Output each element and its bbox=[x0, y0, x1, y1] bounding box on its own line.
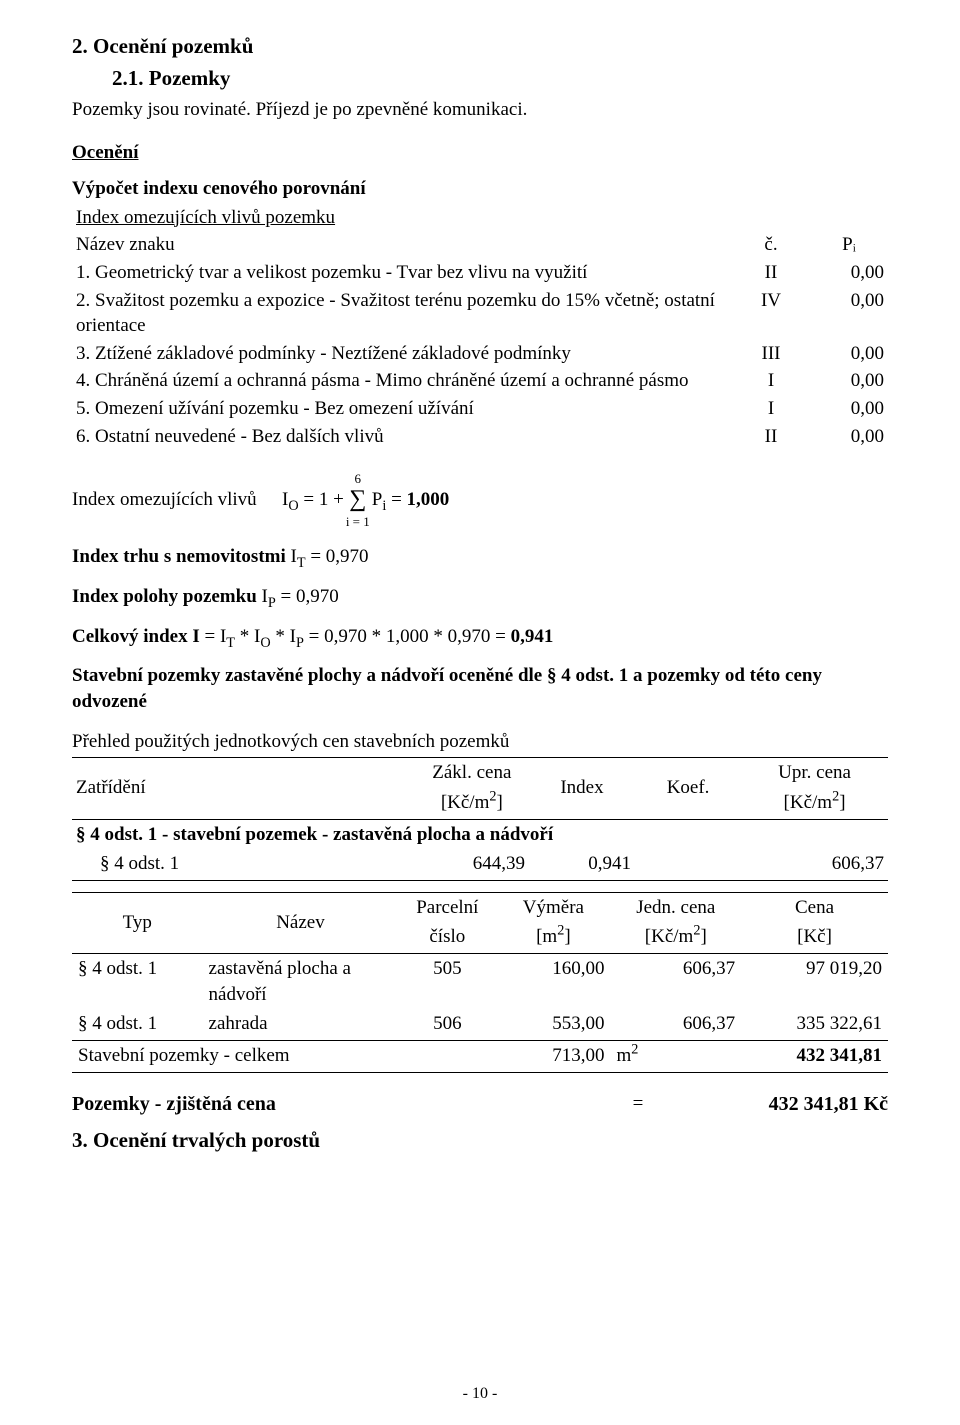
criteria-row: 2. Svažitost pozemku a expozice - Svažit… bbox=[72, 287, 888, 340]
formula-label: Index omezujících vlivů bbox=[72, 487, 282, 513]
price-row-upr: 606,37 bbox=[741, 849, 888, 879]
parcel-typ: § 4 odst. 1 bbox=[72, 954, 203, 1010]
criteria-hdr-pi: Pᵢ bbox=[810, 231, 888, 259]
parcel-cena: 335 322,61 bbox=[741, 1009, 888, 1039]
parcel-jc: 606,37 bbox=[611, 1009, 742, 1039]
sum-bot: i = 1 bbox=[346, 514, 370, 529]
parcel-hdr-vymA: Výměra bbox=[496, 892, 610, 922]
result-row: Pozemky - zjištěná cena = 432 341,81 Kč bbox=[72, 1091, 888, 1118]
total-index: Celkový index I = IT * IO * IP = 0,970 *… bbox=[72, 624, 888, 650]
parcel-sum-cena: 432 341,81 bbox=[741, 1040, 888, 1070]
section2-intro: Pozemky jsou rovinaté. Příjezd je po zpe… bbox=[72, 97, 888, 123]
criteria-row: 4. Chráněná území a ochranná pásma - Mim… bbox=[72, 367, 888, 395]
price-group: § 4 odst. 1 - stavební pozemek - zastavě… bbox=[72, 819, 888, 849]
parcel-vym: 553,00 bbox=[496, 1009, 610, 1039]
it-line: Index trhu s nemovitostmi IT = 0,970 bbox=[72, 544, 888, 570]
parcel-hdr-vymB: [m2] bbox=[496, 922, 610, 952]
stavebni-line: Stavební pozemky zastavěné plochy a nádv… bbox=[72, 663, 888, 714]
section3-title: 3. Ocenění trvalých porostů bbox=[72, 1126, 888, 1154]
criteria-pi: 0,00 bbox=[810, 423, 888, 451]
criteria-code: II bbox=[732, 423, 810, 451]
parcel-jc: 606,37 bbox=[611, 954, 742, 1010]
parcel-row: § 4 odst. 1 zahrada 506 553,00 606,37 33… bbox=[72, 1009, 888, 1039]
criteria-row: 3. Ztížené základové podmínky - Neztížen… bbox=[72, 340, 888, 368]
parcel-typ: § 4 odst. 1 bbox=[72, 1009, 203, 1039]
section2-title: 2. Ocenění pozemků bbox=[72, 32, 888, 60]
criteria-pi: 0,00 bbox=[810, 395, 888, 423]
formula-block: Index omezujících vlivů IO = 1 + 6 ∑ i =… bbox=[72, 468, 888, 530]
criteria-pi: 0,00 bbox=[810, 259, 888, 287]
parcel-hdr-cenaB: [Kč] bbox=[741, 922, 888, 952]
criteria-idx-label: Index omezujících vlivů pozemku bbox=[72, 204, 732, 232]
parcel-vym: 160,00 bbox=[496, 954, 610, 1010]
price-row-label: § 4 odst. 1 bbox=[72, 849, 415, 879]
parcel-sum-row: Stavební pozemky - celkem 713,00 m2 432 … bbox=[72, 1040, 888, 1070]
result-eq: = bbox=[618, 1091, 658, 1118]
ph-c5b: [Kč/m2] bbox=[741, 788, 888, 818]
result-label: Pozemky - zjištěná cena bbox=[72, 1091, 618, 1118]
section2-sub: 2.1. Pozemky bbox=[112, 64, 888, 92]
ph-c3: Index bbox=[529, 758, 635, 818]
page-number: - 10 - bbox=[0, 1383, 960, 1405]
parcel-hdr-parcA: Parcelní bbox=[398, 892, 496, 922]
parcel-hdr-cenaA: Cena bbox=[741, 892, 888, 922]
criteria-table: Index omezujících vlivů pozemku Název zn… bbox=[72, 204, 888, 451]
parcel-table: Typ Název Parcelní Výměra Jedn. cena Cen… bbox=[72, 891, 888, 1073]
result-value: 432 341,81 Kč bbox=[658, 1091, 888, 1118]
criteria-text: 4. Chráněná území a ochranná pásma - Mim… bbox=[72, 367, 732, 395]
calc-head: Výpočet indexu cenového porovnání bbox=[72, 176, 888, 202]
ph-c2a: Zákl. cena bbox=[415, 758, 529, 788]
criteria-pi: 0,00 bbox=[810, 340, 888, 368]
parcel-hdr-jcB: [Kč/m2] bbox=[611, 922, 742, 952]
parcel-num: 506 bbox=[398, 1009, 496, 1039]
parcel-num: 505 bbox=[398, 954, 496, 1010]
price-header-table: Zatřídění Zákl. cena Index Koef. Upr. ce… bbox=[72, 756, 888, 881]
criteria-text: 2. Svažitost pozemku a expozice - Svažit… bbox=[72, 287, 732, 340]
criteria-row: 6. Ostatní neuvedené - Bez dalších vlivů… bbox=[72, 423, 888, 451]
parcel-hdr-jcA: Jedn. cena bbox=[611, 892, 742, 922]
criteria-pi: 0,00 bbox=[810, 367, 888, 395]
ph-c5a: Upr. cena bbox=[741, 758, 888, 788]
ocenenilabel: Ocenění bbox=[72, 140, 888, 166]
criteria-code: IV bbox=[732, 287, 810, 340]
price-row-koef bbox=[635, 849, 741, 879]
parcel-sum-vym: 713,00 bbox=[496, 1040, 610, 1070]
criteria-code: II bbox=[732, 259, 810, 287]
criteria-row: 5. Omezení užívání pozemku - Bez omezení… bbox=[72, 395, 888, 423]
criteria-code: I bbox=[732, 395, 810, 423]
formula-rhs: Pi = 1,000 bbox=[372, 487, 450, 513]
criteria-text: 6. Ostatní neuvedené - Bez dalších vlivů bbox=[72, 423, 732, 451]
criteria-text: 1. Geometrický tvar a velikost pozemku -… bbox=[72, 259, 732, 287]
parcel-cena: 97 019,20 bbox=[741, 954, 888, 1010]
ph-c2b: [Kč/m2] bbox=[415, 788, 529, 818]
sum-top: 6 bbox=[355, 471, 362, 486]
parcel-sum-unit: m2 bbox=[611, 1040, 742, 1070]
summation-icon: 6 ∑ i = 1 bbox=[346, 468, 370, 530]
criteria-text: 3. Ztížené základové podmínky - Neztížen… bbox=[72, 340, 732, 368]
parcel-hdr-parcB: číslo bbox=[398, 922, 496, 952]
prehled-line: Přehled použitých jednotkových cen stave… bbox=[72, 729, 888, 755]
criteria-pi: 0,00 bbox=[810, 287, 888, 340]
criteria-hdr-name: Název znaku bbox=[72, 231, 732, 259]
parcel-row: § 4 odst. 1 zastavěná plocha a nádvoří 5… bbox=[72, 954, 888, 1010]
criteria-text: 5. Omezení užívání pozemku - Bez omezení… bbox=[72, 395, 732, 423]
parcel-sum-label: Stavební pozemky - celkem bbox=[72, 1040, 496, 1070]
criteria-row: 1. Geometrický tvar a velikost pozemku -… bbox=[72, 259, 888, 287]
criteria-code: I bbox=[732, 367, 810, 395]
parcel-nazev: zahrada bbox=[203, 1009, 399, 1039]
criteria-code: III bbox=[732, 340, 810, 368]
criteria-hdr-code: č. bbox=[732, 231, 810, 259]
parcel-hdr-nazev: Název bbox=[203, 892, 399, 952]
price-row-idx: 0,941 bbox=[529, 849, 635, 879]
ph-c1: Zatřídění bbox=[72, 758, 415, 818]
parcel-nazev: zastavěná plocha a nádvoří bbox=[203, 954, 399, 1010]
formula-lhs: IO = 1 + bbox=[282, 487, 344, 513]
ph-c4: Koef. bbox=[635, 758, 741, 818]
parcel-hdr-typ: Typ bbox=[72, 892, 203, 952]
ip-line: Index polohy pozemku IP = 0,970 bbox=[72, 584, 888, 610]
price-row-zakl: 644,39 bbox=[415, 849, 529, 879]
